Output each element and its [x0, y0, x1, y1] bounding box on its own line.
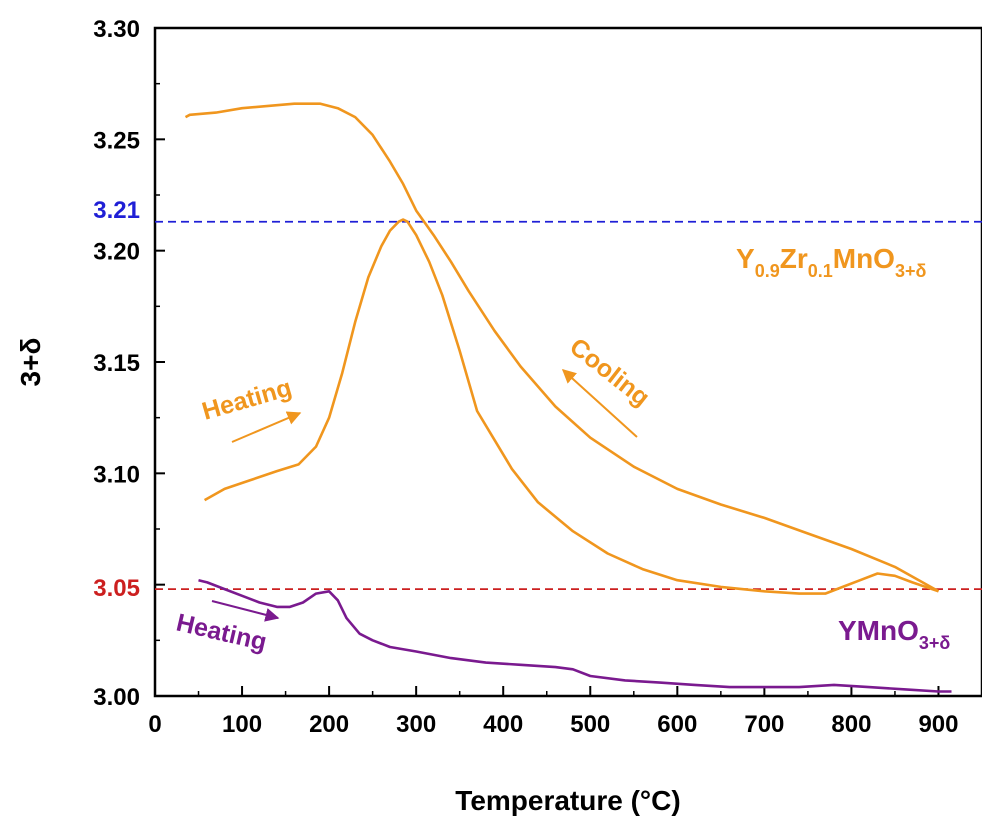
heating-label-orange: Heating: [199, 374, 295, 426]
ymn-series-label: YMnO3+δ: [838, 615, 950, 653]
heating-arrow-purple: [211, 600, 280, 622]
series-line: [184, 102, 940, 593]
x-tick-label: 400: [483, 711, 523, 738]
y-tick-label: 3.20: [93, 239, 140, 266]
heating-arrow-orange: [231, 411, 302, 443]
x-tick-label: 0: [148, 711, 161, 738]
y-tick-label: 3.10: [93, 461, 140, 488]
y-highlight-bottom: 3.05: [93, 575, 140, 602]
axis-ticks: 0 100 200 300 400 500 600 700 800 900 3.00 3.10 3.15…: [93, 16, 958, 738]
y-highlight-top: 3.21: [93, 197, 140, 224]
cooling-label-orange: Cooling: [564, 333, 655, 412]
cooling-arrow-orange: [561, 369, 638, 438]
plot-frame: [153, 26, 982, 698]
x-axis-title: Temperature (°C): [455, 785, 680, 816]
x-tick-label: 500: [570, 711, 610, 738]
series-layer: [184, 102, 952, 693]
x-tick-label: 200: [309, 711, 349, 738]
y-tick-label: 3.25: [93, 127, 140, 154]
y-axis-title: 3+δ: [15, 338, 46, 387]
x-tick-label: 300: [396, 711, 436, 738]
y-tick-label: 3.30: [93, 16, 140, 43]
y-tick-label: 3.15: [93, 350, 140, 377]
series-line: [203, 218, 939, 595]
x-tick-label: 600: [657, 711, 697, 738]
zr-series-label: Y0.9Zr0.1MnO3+δ: [736, 243, 926, 281]
heating-label-purple: Heating: [174, 609, 270, 657]
y-tick-label: 3.00: [93, 684, 140, 711]
x-tick-label: 900: [918, 711, 958, 738]
reference-lines: [155, 220, 982, 591]
series-line: [198, 578, 952, 693]
x-tick-label: 700: [744, 711, 784, 738]
x-tick-label: 100: [222, 711, 262, 738]
x-tick-label: 800: [831, 711, 871, 738]
